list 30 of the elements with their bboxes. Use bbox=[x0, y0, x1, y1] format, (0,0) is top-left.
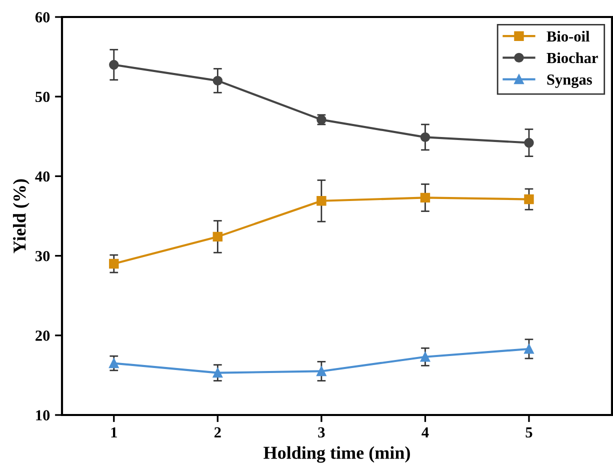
point bbox=[524, 344, 534, 354]
point bbox=[420, 352, 430, 362]
x-tick-label: 2 bbox=[214, 427, 221, 438]
point bbox=[524, 138, 534, 148]
legend-label: Biochar bbox=[546, 52, 598, 64]
point bbox=[109, 358, 119, 368]
x-axis-title: Holding time (min) bbox=[264, 446, 410, 463]
y-tick-label: 20 bbox=[36, 330, 50, 341]
y-tick-label: 10 bbox=[36, 410, 50, 420]
point bbox=[316, 366, 326, 376]
legend-label: Bio-oil bbox=[546, 30, 590, 42]
point bbox=[109, 60, 119, 70]
point bbox=[420, 132, 430, 142]
point bbox=[212, 232, 223, 242]
x-tick-label: 4 bbox=[422, 427, 429, 438]
legend-label: Syngas bbox=[547, 74, 592, 88]
x-tick-label: 5 bbox=[526, 427, 532, 438]
point bbox=[524, 194, 534, 204]
point bbox=[212, 368, 223, 378]
point bbox=[109, 258, 119, 269]
y-axis-title: Yield (%) bbox=[12, 179, 30, 254]
y-tick-label: 60 bbox=[35, 12, 50, 22]
x-tick-label: 3 bbox=[318, 427, 325, 438]
x-tick-label: 1 bbox=[111, 427, 117, 438]
point bbox=[212, 76, 223, 86]
point bbox=[316, 196, 326, 206]
y-tick-label: 30 bbox=[35, 250, 50, 262]
point bbox=[420, 192, 430, 203]
y-tick-label: 50 bbox=[36, 92, 50, 102]
y-tick-label: 40 bbox=[35, 171, 50, 182]
